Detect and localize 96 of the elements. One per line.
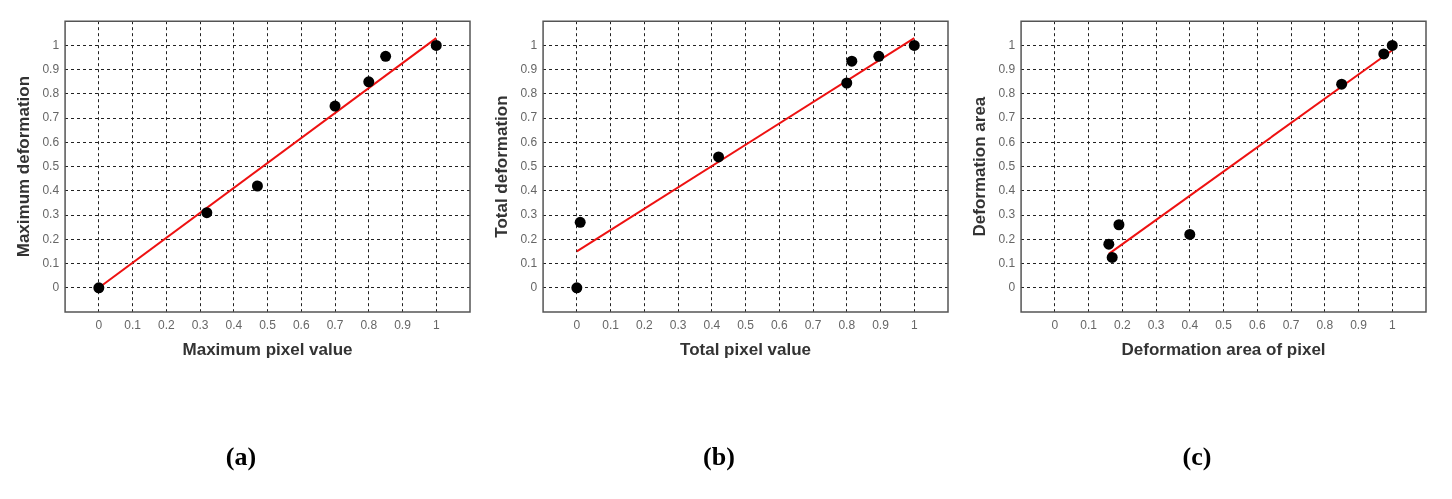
y-tick-label: 0 bbox=[530, 280, 538, 295]
x-tick-label: 0.1 bbox=[602, 317, 620, 332]
y-tick-label: 1 bbox=[1008, 37, 1016, 52]
x-tick-label: 0.2 bbox=[1113, 317, 1131, 332]
point bbox=[574, 216, 586, 228]
x-tick-label: 0.8 bbox=[1316, 317, 1334, 332]
x-axis-title: Total pixel value bbox=[680, 340, 812, 360]
point bbox=[846, 55, 858, 67]
x-tick-label: 0.4 bbox=[225, 317, 243, 332]
x-axis-title: Maximum pixel value bbox=[182, 340, 353, 360]
point bbox=[1336, 78, 1348, 90]
y-tick-label: 0.2 bbox=[520, 231, 538, 246]
point bbox=[571, 282, 583, 294]
point bbox=[841, 77, 853, 89]
y-tick-label: 0.9 bbox=[520, 61, 538, 76]
x-tick-label: 0.3 bbox=[1147, 317, 1165, 332]
y-axis-title: Deformation area bbox=[969, 96, 989, 237]
x-tick-label: 0.9 bbox=[394, 317, 412, 332]
point bbox=[201, 207, 213, 219]
point bbox=[1103, 238, 1115, 250]
y-tick-label: 0.6 bbox=[998, 134, 1016, 149]
x-tick-label: 0.2 bbox=[157, 317, 175, 332]
x-tick-label: 0.7 bbox=[326, 317, 344, 332]
text: (a) bbox=[225, 442, 257, 472]
point bbox=[430, 39, 442, 51]
x-tick-label: 1 bbox=[432, 317, 440, 332]
y-tick-label: 0.3 bbox=[520, 207, 538, 222]
point bbox=[1113, 219, 1125, 231]
y-tick-label: 0.8 bbox=[998, 86, 1016, 101]
point bbox=[1106, 251, 1118, 263]
y-tick-label: 0.6 bbox=[520, 134, 538, 149]
x-tick-label: 0.3 bbox=[669, 317, 687, 332]
point bbox=[93, 282, 105, 294]
y-tick-label: 0.4 bbox=[42, 183, 60, 198]
x-tick-label: 0 bbox=[1051, 317, 1059, 332]
x-tick-label: 0.5 bbox=[259, 317, 277, 332]
y-tick-label: 0.7 bbox=[998, 110, 1016, 125]
y-tick-label: 1 bbox=[52, 37, 60, 52]
point bbox=[873, 50, 885, 62]
y-tick-label: 0.9 bbox=[998, 61, 1016, 76]
point bbox=[1386, 39, 1398, 51]
y-tick-label: 0.4 bbox=[520, 183, 538, 198]
y-tick-label: 0.1 bbox=[998, 255, 1016, 270]
x-tick-label: 0.2 bbox=[635, 317, 653, 332]
text: (c) bbox=[1182, 442, 1212, 472]
point bbox=[363, 76, 375, 88]
x-tick-label: 0.6 bbox=[292, 317, 310, 332]
point bbox=[380, 50, 392, 62]
y-tick-label: 0.3 bbox=[998, 207, 1016, 222]
y-axis-title: Total deformation bbox=[491, 95, 511, 238]
x-tick-label: 0.6 bbox=[770, 317, 788, 332]
point bbox=[329, 100, 341, 112]
y-tick-label: 1 bbox=[530, 37, 538, 52]
x-tick-label: 1 bbox=[910, 317, 918, 332]
x-tick-label: 0.4 bbox=[703, 317, 721, 332]
y-tick-label: 0.4 bbox=[998, 183, 1016, 198]
x-tick-label: 0.3 bbox=[191, 317, 209, 332]
x-tick-label: 0.9 bbox=[872, 317, 890, 332]
x-tick-label: 0.5 bbox=[737, 317, 755, 332]
x-tick-label: 0.1 bbox=[1080, 317, 1098, 332]
y-tick-label: 0.1 bbox=[42, 255, 60, 270]
x-tick-label: 0.1 bbox=[124, 317, 142, 332]
x-tick-label: 0 bbox=[573, 317, 581, 332]
y-tick-label: 0 bbox=[1008, 280, 1016, 295]
y-tick-label: 0.9 bbox=[42, 61, 60, 76]
y-tick-label: 0.2 bbox=[42, 231, 60, 246]
y-tick-label: 0.7 bbox=[42, 110, 60, 125]
point bbox=[1378, 48, 1390, 60]
x-tick-label: 0.8 bbox=[360, 317, 378, 332]
y-tick-label: 0.5 bbox=[520, 158, 538, 173]
x-tick-label: 0.4 bbox=[1181, 317, 1199, 332]
x-tick-label: 0.7 bbox=[1282, 317, 1300, 332]
x-tick-label: 0.8 bbox=[838, 317, 856, 332]
x-tick-label: 0.9 bbox=[1350, 317, 1368, 332]
text: (b) bbox=[703, 442, 735, 472]
y-tick-label: 0.8 bbox=[520, 86, 538, 101]
y-tick-label: 0.3 bbox=[42, 207, 60, 222]
y-tick-label: 0.2 bbox=[998, 231, 1016, 246]
point bbox=[1184, 228, 1196, 240]
x-tick-label: 0.6 bbox=[1248, 317, 1266, 332]
y-tick-label: 0.1 bbox=[520, 255, 538, 270]
y-tick-label: 0.7 bbox=[520, 110, 538, 125]
y-tick-label: 0 bbox=[52, 280, 60, 295]
y-tick-label: 0.6 bbox=[42, 134, 60, 149]
x-tick-label: 0.7 bbox=[804, 317, 822, 332]
x-tick-label: 0.5 bbox=[1215, 317, 1233, 332]
point bbox=[251, 180, 263, 192]
x-tick-label: 0 bbox=[95, 317, 103, 332]
point bbox=[713, 151, 725, 163]
y-tick-label: 0.8 bbox=[42, 86, 60, 101]
y-tick-label: 0.5 bbox=[998, 158, 1016, 173]
x-axis-title: Deformation area of pixel bbox=[1121, 340, 1326, 360]
y-axis-title: Maximum deformation bbox=[13, 75, 33, 258]
y-tick-label: 0.5 bbox=[42, 158, 60, 173]
point bbox=[908, 39, 920, 51]
x-tick-label: 1 bbox=[1388, 317, 1396, 332]
